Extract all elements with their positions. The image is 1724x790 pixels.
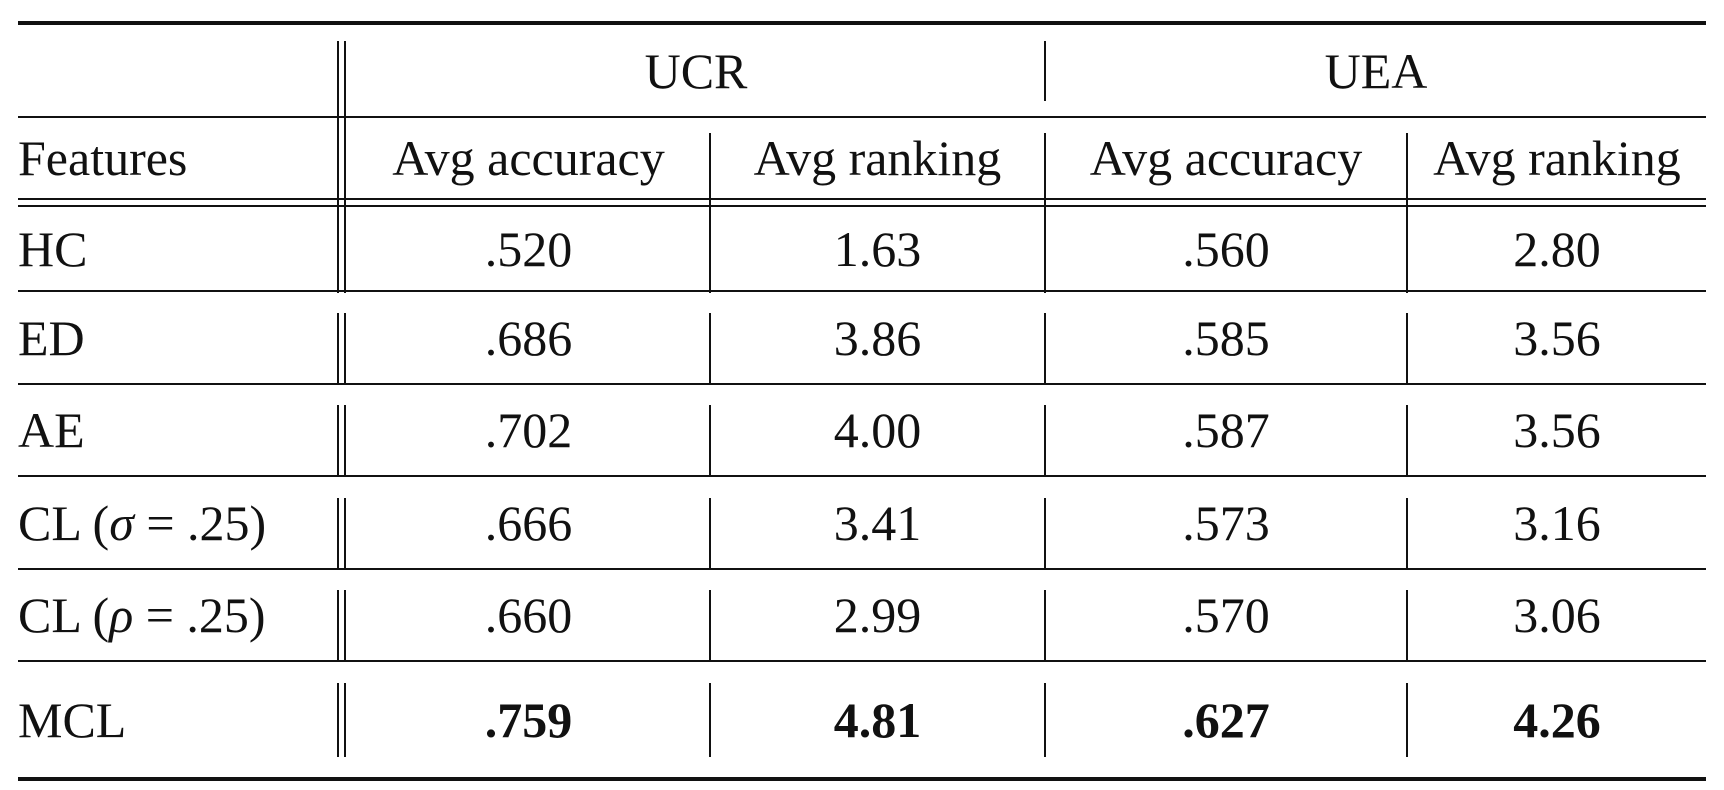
feature-double-line-b	[344, 221, 346, 293]
feature-double-line-b	[344, 405, 346, 477]
group-separator-line	[1044, 133, 1046, 221]
uea-avg-accuracy-header: Avg accuracy	[1089, 130, 1363, 186]
table-cell-best: 4.81	[833, 691, 922, 748]
feature-label: CL (σ = .25)	[18, 477, 333, 568]
feature-double-line-b	[344, 683, 346, 757]
feature-label-prefix: CL (	[18, 587, 110, 643]
ucr-avg-accuracy-header: Avg accuracy	[392, 130, 665, 186]
feature-label: MCL	[18, 691, 127, 748]
table-cell: .585	[1182, 309, 1270, 366]
table-cell-best: .759	[484, 691, 573, 748]
ucr-column-separator	[709, 683, 711, 757]
ucr-column-separator	[709, 313, 711, 385]
table-cell: 2.80	[1513, 220, 1601, 277]
table-cell-best: 4.26	[1513, 691, 1601, 748]
table-cell: .570	[1182, 587, 1270, 643]
group-header-uea: UEA	[1324, 42, 1428, 99]
table-cell: .573	[1182, 494, 1270, 551]
table-cell: 3.56	[1513, 402, 1601, 458]
uea-column-separator	[1406, 133, 1408, 221]
feature-double-line-b	[344, 41, 346, 221]
row-rule-4	[18, 568, 1706, 570]
row-rule-1	[18, 290, 1706, 292]
ucr-column-separator	[709, 221, 711, 293]
uea-avg-ranking-header: Avg ranking	[1433, 130, 1681, 186]
feature-double-line-b	[344, 313, 346, 385]
group-header-ucr: UCR	[644, 42, 748, 99]
feature-label-suffix: = .25)	[133, 494, 267, 551]
group-separator-line	[1044, 221, 1046, 293]
table-cell: 4.00	[833, 402, 922, 458]
feature-double-line-a	[337, 683, 339, 757]
table-cell: .686	[484, 309, 573, 366]
table-cell: .560	[1182, 220, 1270, 277]
table-cell: .660	[484, 587, 573, 643]
header-double-rule-bottom	[18, 205, 1706, 207]
table-cell-best: .627	[1182, 691, 1270, 748]
ucr-column-separator	[709, 133, 711, 221]
ucr-column-separator	[709, 498, 711, 570]
feature-double-line-b	[344, 498, 346, 570]
uea-column-separator	[1406, 590, 1408, 662]
table-cell: 3.41	[833, 494, 922, 551]
feature-label: AE	[18, 402, 85, 458]
feature-label: CL (ρ = .25)	[18, 570, 333, 660]
table-cell: 3.06	[1513, 587, 1601, 643]
feature-double-line-a	[337, 498, 339, 570]
feature-double-line-a	[337, 41, 339, 221]
group-separator-line	[1044, 405, 1046, 477]
group-separator-line	[1044, 683, 1046, 757]
feature-double-line-b	[344, 590, 346, 662]
sigma-symbol: σ	[109, 494, 134, 551]
ucr-column-separator	[709, 590, 711, 662]
row-rule-5	[18, 660, 1706, 662]
feature-label: ED	[18, 309, 85, 366]
rho-symbol: ρ	[109, 587, 134, 643]
feature-label-suffix: = .25)	[133, 587, 266, 643]
table-cell: 1.63	[833, 220, 922, 277]
top-rule	[18, 21, 1706, 25]
table-cell: .702	[484, 402, 573, 458]
group-separator-line	[1044, 498, 1046, 570]
uea-column-separator	[1406, 221, 1408, 293]
results-table: UCR UEA Features Avg accuracy Avg rankin…	[18, 21, 1706, 781]
uea-column-separator	[1406, 313, 1408, 385]
feature-double-line-a	[337, 313, 339, 385]
table-cell: 3.86	[833, 309, 922, 366]
table-cell: .587	[1182, 402, 1270, 458]
bottom-rule	[18, 777, 1706, 781]
table-cell: .666	[484, 494, 573, 551]
row-rule-2	[18, 383, 1706, 385]
feature-label-prefix: CL (	[18, 494, 110, 551]
table-cell: 3.16	[1513, 494, 1601, 551]
feature-double-line-a	[337, 405, 339, 477]
table-cell: 2.99	[833, 587, 922, 643]
table-cell: .520	[484, 220, 573, 277]
group-separator-line	[1044, 590, 1046, 662]
row-rule-3	[18, 475, 1706, 477]
feature-double-line-a	[337, 221, 339, 293]
ucr-avg-ranking-header: Avg ranking	[753, 130, 1002, 186]
group-header-rule	[18, 116, 1706, 118]
uea-column-separator	[1406, 405, 1408, 477]
header-double-rule-top	[18, 198, 1706, 200]
uea-column-separator	[1406, 683, 1408, 757]
table-cell: 3.56	[1513, 309, 1601, 366]
features-header: Features	[18, 130, 188, 186]
group-separator-line	[1044, 41, 1046, 101]
group-separator-line	[1044, 313, 1046, 385]
feature-double-line-a	[337, 590, 339, 662]
feature-label: HC	[18, 220, 88, 277]
ucr-column-separator	[709, 405, 711, 477]
uea-column-separator	[1406, 498, 1408, 570]
